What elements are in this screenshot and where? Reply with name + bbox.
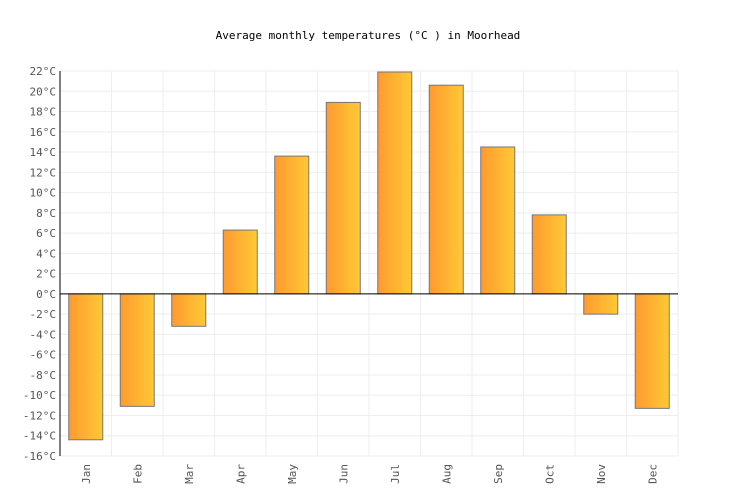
bar-jul xyxy=(377,71,413,295)
y-tick-label: 6°C xyxy=(36,227,56,240)
y-tick-label: 0°C xyxy=(36,288,56,301)
y-tick-label: 14°C xyxy=(30,146,57,159)
x-tick-label: Jul xyxy=(389,464,402,484)
x-tick-label: Jun xyxy=(337,464,350,484)
bar-feb xyxy=(119,293,155,407)
x-tick-label: Dec xyxy=(646,464,659,484)
y-tick-label: -14°C xyxy=(23,430,56,443)
x-tick-label: May xyxy=(286,464,299,484)
x-tick-label: Oct xyxy=(543,464,556,484)
y-tick-label: -6°C xyxy=(30,349,57,362)
bar-apr xyxy=(222,229,258,295)
chart-title: Average monthly temperatures (°C ) in Mo… xyxy=(215,29,521,42)
bar-nov xyxy=(583,293,619,315)
bar-jan xyxy=(68,293,104,441)
x-tick-label: Apr xyxy=(234,464,247,484)
y-tick-label: 4°C xyxy=(36,247,56,260)
y-tick-label: 20°C xyxy=(30,85,57,98)
bar-mar xyxy=(171,293,207,327)
y-tick-label: -2°C xyxy=(30,308,57,321)
y-tick-label: 2°C xyxy=(36,268,56,281)
x-tick-label: Aug xyxy=(440,464,453,484)
y-tick-label: 18°C xyxy=(30,106,57,119)
y-tick-label: 12°C xyxy=(30,166,57,179)
bar-aug xyxy=(428,84,464,295)
y-tick-label: -10°C xyxy=(23,389,56,402)
y-tick-label: -4°C xyxy=(30,328,57,341)
y-tick-label: 22°C xyxy=(30,65,57,78)
x-tick-label: Nov xyxy=(595,464,608,484)
bar-sep xyxy=(480,146,516,295)
x-tick-label: Mar xyxy=(183,464,196,484)
bar-dec xyxy=(634,293,670,409)
x-tick-label: Jan xyxy=(80,464,93,484)
bar-may xyxy=(274,155,310,295)
y-tick-label: -8°C xyxy=(30,369,57,382)
x-tick-label: Feb xyxy=(131,464,144,484)
y-tick-label: -16°C xyxy=(23,450,56,463)
x-tick-label: Sep xyxy=(492,464,505,484)
bar-oct xyxy=(531,214,567,295)
y-tick-label: 16°C xyxy=(30,126,57,139)
y-tick-label: 8°C xyxy=(36,207,56,220)
bar-jun xyxy=(325,101,361,295)
y-tick-label: -12°C xyxy=(23,409,56,422)
y-tick-label: 10°C xyxy=(30,187,57,200)
